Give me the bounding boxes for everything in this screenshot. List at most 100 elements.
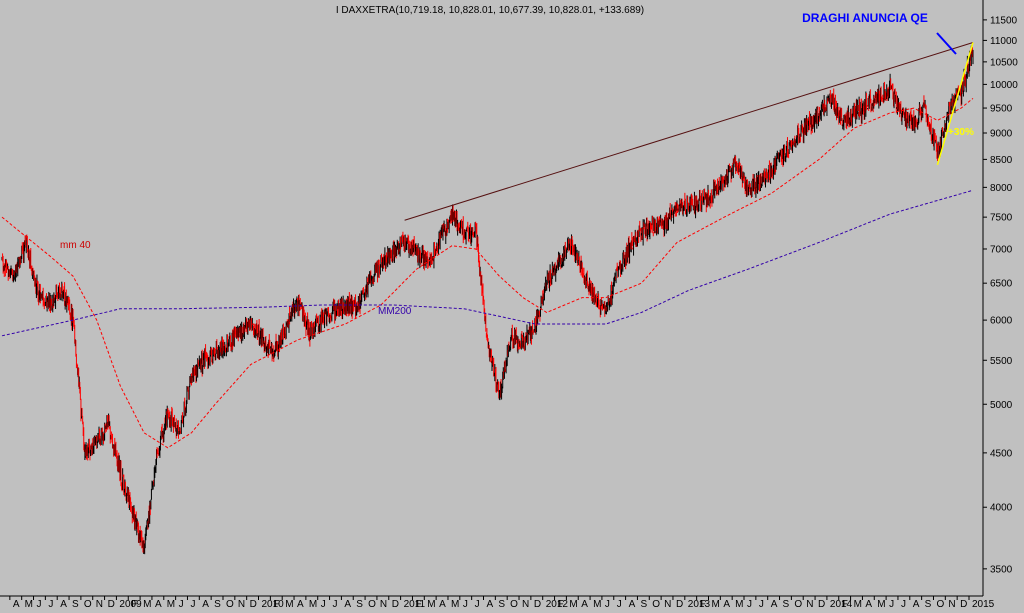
y-tick-label: 7500 bbox=[990, 213, 1013, 224]
x-tick-label: S bbox=[640, 599, 647, 608]
x-tick-label: O bbox=[652, 599, 660, 608]
ma40-label: mm 40 bbox=[60, 240, 91, 251]
y-tick-label: 8000 bbox=[990, 183, 1013, 194]
x-tick-label: J bbox=[889, 599, 894, 608]
x-tick-label: 2012 bbox=[546, 599, 569, 608]
x-tick-label: F bbox=[273, 599, 279, 608]
x-tick-label: M bbox=[143, 599, 151, 608]
x-tick-label: J bbox=[190, 599, 195, 608]
x-tick-label: J bbox=[901, 599, 906, 608]
x-tick-label: N bbox=[522, 599, 529, 608]
x-tick-label: F bbox=[131, 599, 137, 608]
x-tick-label: A bbox=[487, 599, 494, 608]
x-tick-label: J bbox=[333, 599, 338, 608]
x-tick-label: F bbox=[700, 599, 706, 608]
y-tick-label: 4000 bbox=[990, 503, 1013, 514]
x-tick-label: D bbox=[818, 599, 825, 608]
x-tick-label: D bbox=[392, 599, 399, 608]
x-tick-label: J bbox=[48, 599, 53, 608]
x-tick-label: N bbox=[238, 599, 245, 608]
x-tick-label: 2015 bbox=[972, 599, 995, 608]
x-tick-label: O bbox=[510, 599, 518, 608]
x-tick-label: M bbox=[593, 599, 601, 608]
draghi-annotation: DRAGHI ANUNCIA QE bbox=[802, 11, 928, 25]
x-tick-label: M bbox=[877, 599, 885, 608]
x-tick-label: O bbox=[794, 599, 802, 608]
x-tick-label: M bbox=[735, 599, 743, 608]
x-tick-label: D bbox=[676, 599, 683, 608]
x-tick-label: O bbox=[936, 599, 944, 608]
x-tick-label: S bbox=[214, 599, 221, 608]
y-tick-label: 3500 bbox=[990, 564, 1013, 575]
x-tick-label: D bbox=[250, 599, 257, 608]
x-tick-label: M bbox=[427, 599, 435, 608]
x-tick-label: M bbox=[309, 599, 317, 608]
y-tick-label: 10000 bbox=[990, 80, 1018, 91]
x-tick-label: M bbox=[25, 599, 33, 608]
x-tick-label: A bbox=[297, 599, 304, 608]
x-tick-label: F bbox=[558, 599, 564, 608]
x-tick-label: F bbox=[842, 599, 848, 608]
y-tick-label: 5500 bbox=[990, 356, 1013, 367]
chart-title: I DAXXETRA(10,719.18, 10,828.01, 10,677.… bbox=[336, 5, 644, 16]
x-tick-label: S bbox=[498, 599, 505, 608]
x-tick-label: F bbox=[415, 599, 421, 608]
annotation-arrow bbox=[936, 32, 957, 55]
plot-area bbox=[1, 42, 974, 555]
x-tick-label: J bbox=[463, 599, 468, 608]
x-tick-label: D bbox=[108, 599, 115, 608]
y-tick-label: 7000 bbox=[990, 244, 1013, 255]
x-tick-label: J bbox=[747, 599, 752, 608]
x-tick-label: S bbox=[783, 599, 790, 608]
x-tick-label: A bbox=[155, 599, 162, 608]
x-tick-label: N bbox=[380, 599, 387, 608]
x-tick-label: 2009 bbox=[119, 599, 142, 608]
y-tick-label: 9000 bbox=[990, 129, 1013, 140]
x-tick-label: M bbox=[854, 599, 862, 608]
x-tick-label: N bbox=[96, 599, 103, 608]
y-tick-label: 11000 bbox=[990, 36, 1018, 47]
x-tick-label: J bbox=[321, 599, 326, 608]
x-tick-label: J bbox=[617, 599, 622, 608]
y-tick-label: 5000 bbox=[990, 400, 1013, 411]
ma40-line bbox=[1, 98, 974, 449]
x-tick-label: J bbox=[475, 599, 480, 608]
x-tick-label: S bbox=[925, 599, 932, 608]
x-tick-label: A bbox=[723, 599, 730, 608]
x-tick-label: M bbox=[451, 599, 459, 608]
x-tick-label: A bbox=[913, 599, 920, 608]
x-tick-label: J bbox=[179, 599, 184, 608]
x-tick-label: M bbox=[711, 599, 719, 608]
resistance-trendline bbox=[404, 42, 974, 221]
x-tick-label: A bbox=[202, 599, 209, 608]
x-tick-label: N bbox=[664, 599, 671, 608]
x-tick-label: 2011 bbox=[404, 599, 426, 608]
ma200-label: MM200 bbox=[378, 306, 412, 317]
x-tick-label: A bbox=[344, 599, 351, 608]
y-axis: 3500 4000 4500 5000 5500 6000 6500 7000 7500 8000… bbox=[983, 15, 1018, 575]
x-tick-label: S bbox=[72, 599, 79, 608]
x-tick-label: O bbox=[368, 599, 376, 608]
y-tick-label: 6500 bbox=[990, 279, 1013, 290]
x-tick-label: M bbox=[285, 599, 293, 608]
x-tick-label: A bbox=[629, 599, 636, 608]
pct-annotation: +30% bbox=[948, 127, 974, 138]
y-tick-label: 4500 bbox=[990, 448, 1013, 459]
x-tick-label: D bbox=[534, 599, 541, 608]
x-tick-label: 2014 bbox=[830, 599, 853, 608]
x-tick-label: 2013 bbox=[688, 599, 711, 608]
x-tick-label: A bbox=[13, 599, 20, 608]
x-tick-label: A bbox=[60, 599, 67, 608]
y-tick-label: 6000 bbox=[990, 316, 1013, 327]
x-tick-label: J bbox=[37, 599, 42, 608]
x-tick-label: A bbox=[771, 599, 778, 608]
x-tick-label: O bbox=[84, 599, 92, 608]
x-tick-label: M bbox=[167, 599, 175, 608]
qe-rally-trendline bbox=[936, 42, 974, 166]
x-tick-label: S bbox=[356, 599, 363, 608]
x-tick-label: D bbox=[960, 599, 967, 608]
y-tick-label: 11500 bbox=[990, 15, 1018, 26]
